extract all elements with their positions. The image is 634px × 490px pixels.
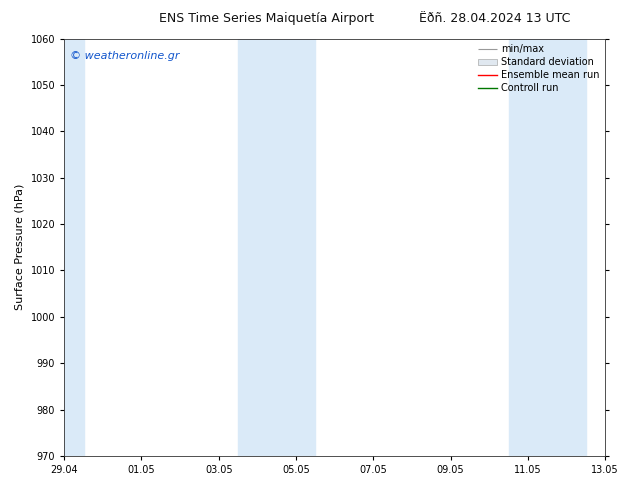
Bar <box>276 39 315 456</box>
Bar <box>238 39 276 456</box>
Bar <box>508 39 547 456</box>
Y-axis label: Surface Pressure (hPa): Surface Pressure (hPa) <box>15 184 25 311</box>
Text: © weatheronline.gr: © weatheronline.gr <box>70 51 179 61</box>
Text: Ëðñ. 28.04.2024 13 UTC: Ëðñ. 28.04.2024 13 UTC <box>419 12 570 25</box>
Text: ENS Time Series Maiquetía Airport: ENS Time Series Maiquetía Airport <box>158 12 374 25</box>
Legend: min/max, Standard deviation, Ensemble mean run, Controll run: min/max, Standard deviation, Ensemble me… <box>474 41 603 97</box>
Bar <box>547 39 586 456</box>
Bar <box>45 39 84 456</box>
